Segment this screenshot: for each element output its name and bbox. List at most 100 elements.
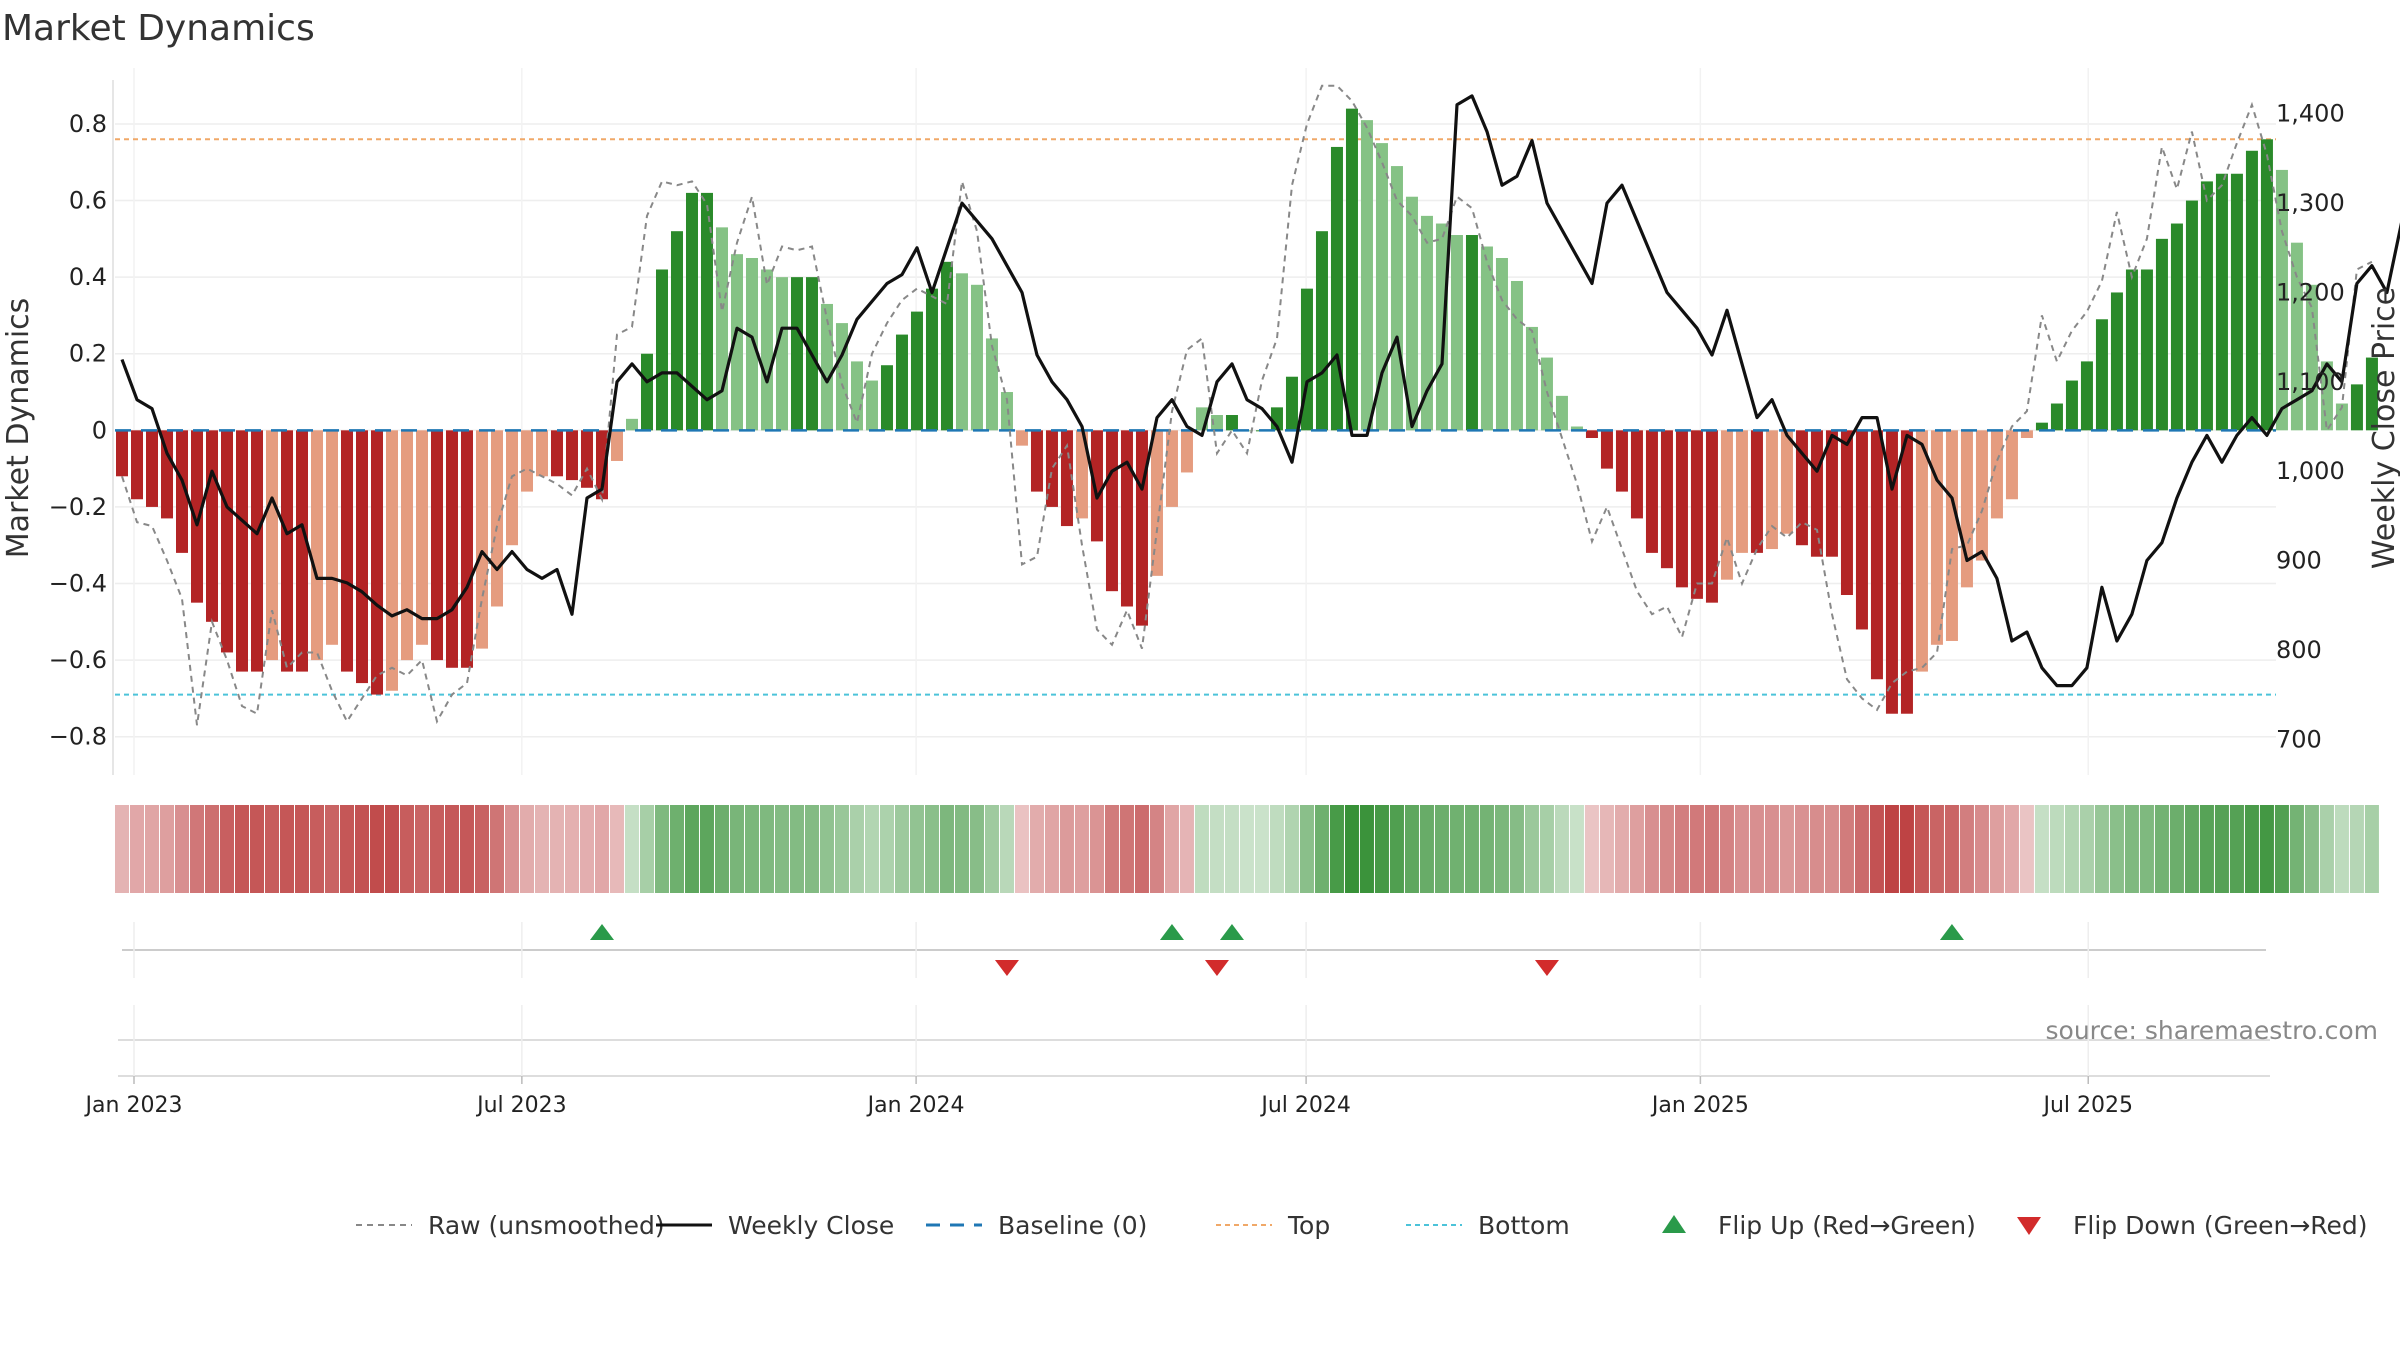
dynamics-bar bbox=[1030, 430, 1043, 492]
dynamics-bar bbox=[1900, 430, 1913, 714]
triangle-down-icon bbox=[2017, 1217, 2041, 1235]
regime-cell bbox=[969, 805, 984, 893]
dynamics-bar bbox=[1075, 430, 1088, 519]
regime-cell bbox=[699, 805, 714, 893]
regime-cell bbox=[849, 805, 864, 893]
regime-cell bbox=[2124, 805, 2139, 893]
regime-cell bbox=[414, 805, 429, 893]
dynamics-bar bbox=[985, 338, 998, 431]
flip-up-marker bbox=[1219, 924, 1244, 940]
regime-cell bbox=[1764, 805, 1779, 893]
dynamics-bar bbox=[910, 311, 923, 431]
regime-cell bbox=[2319, 805, 2334, 893]
flip-down-marker bbox=[994, 960, 1019, 976]
regime-cell bbox=[984, 805, 999, 893]
right-axis: 700 800 900 1,000 1,100 1,200 1,300 1,400 bbox=[2276, 100, 2345, 754]
dynamics-bar bbox=[1795, 430, 1808, 546]
regime-cell bbox=[1944, 805, 1959, 893]
regime-cell bbox=[1524, 805, 1539, 893]
regime-cell bbox=[1824, 805, 1839, 893]
regime-cell bbox=[879, 805, 894, 893]
regime-cell bbox=[2094, 805, 2109, 893]
dynamics-bar bbox=[1930, 430, 1943, 645]
regime-cell bbox=[1029, 805, 1044, 893]
regime-cell bbox=[894, 805, 909, 893]
dynamics-bar bbox=[2110, 292, 2123, 431]
dynamics-bar bbox=[145, 430, 158, 507]
dynamics-bar bbox=[895, 334, 908, 431]
left-tick-label: −0.2 bbox=[49, 493, 107, 521]
dynamics-bar bbox=[1945, 430, 1958, 641]
dynamics-bar bbox=[1330, 146, 1343, 431]
legend-label: Flip Down (Green→Red) bbox=[2073, 1211, 2368, 1240]
regime-cell bbox=[2139, 805, 2154, 893]
dynamics-bar bbox=[385, 430, 398, 691]
regime-cell bbox=[354, 805, 369, 893]
regime-cell bbox=[834, 805, 849, 893]
dynamics-bar bbox=[655, 269, 668, 431]
dynamics-bar bbox=[1150, 430, 1163, 576]
right-tick-label: 800 bbox=[2276, 636, 2322, 664]
dynamics-bar bbox=[565, 430, 578, 481]
chart-title: Market Dynamics bbox=[2, 8, 315, 49]
dynamics-bar bbox=[175, 430, 188, 553]
regime-cell bbox=[1974, 805, 1989, 893]
regime-cell bbox=[1689, 805, 1704, 893]
dynamics-bar bbox=[940, 261, 953, 431]
regime-cell bbox=[744, 805, 759, 893]
regime-cell bbox=[294, 805, 309, 893]
regime-cell bbox=[219, 805, 234, 893]
legend-item: Baseline (0) bbox=[926, 1211, 1147, 1240]
dynamics-bar bbox=[2050, 403, 2063, 431]
reference-lines bbox=[115, 138, 2276, 696]
left-tick-label: 0 bbox=[92, 416, 107, 444]
regime-cell bbox=[1884, 805, 1899, 893]
regime-cell bbox=[549, 805, 564, 893]
dynamics-bar bbox=[490, 430, 503, 607]
flip-up-marker bbox=[1159, 924, 1184, 940]
x-tick-label: Jan 2023 bbox=[84, 1093, 183, 1118]
regime-cell bbox=[1794, 805, 1809, 893]
regime-cell bbox=[1989, 805, 2004, 893]
regime-cell bbox=[1929, 805, 1944, 893]
regime-cell bbox=[2349, 805, 2364, 893]
dynamics-bar bbox=[2230, 173, 2243, 431]
left-axis-title: Market Dynamics bbox=[1, 298, 36, 559]
legend-item: Top bbox=[1216, 1211, 1330, 1240]
regime-cell bbox=[1254, 805, 1269, 893]
right-tick-label: 900 bbox=[2276, 547, 2322, 575]
regime-cell bbox=[144, 805, 159, 893]
left-tick-label: −0.4 bbox=[49, 570, 107, 598]
dynamics-bar bbox=[610, 430, 623, 461]
dynamics-bar bbox=[1735, 430, 1748, 553]
regime-cell bbox=[669, 805, 684, 893]
regime-cell bbox=[1179, 805, 1194, 893]
regime-cell bbox=[1104, 805, 1119, 893]
regime-cell bbox=[279, 805, 294, 893]
regime-cell bbox=[609, 805, 624, 893]
dynamics-bar bbox=[265, 430, 278, 661]
dynamics-bar bbox=[520, 430, 533, 492]
dynamics-bar bbox=[745, 257, 758, 431]
dynamics-bar bbox=[670, 231, 683, 431]
dynamics-bar bbox=[160, 430, 173, 519]
dynamics-bar bbox=[1270, 407, 1283, 431]
weekly-close-line bbox=[120, 94, 2400, 688]
left-tick-label: 0.6 bbox=[69, 187, 107, 215]
regime-cell bbox=[324, 805, 339, 893]
dynamics-bar bbox=[1510, 280, 1523, 431]
dynamics-bar bbox=[295, 430, 308, 672]
dynamics-bar bbox=[340, 430, 353, 672]
dynamics-bar bbox=[550, 430, 563, 477]
dynamics-bar bbox=[1660, 430, 1673, 569]
flip-panel bbox=[122, 922, 2266, 978]
dynamics-bar bbox=[370, 430, 383, 695]
regime-cell bbox=[654, 805, 669, 893]
legend-item: Flip Down (Green→Red) bbox=[2017, 1211, 2368, 1240]
regime-cell bbox=[1554, 805, 1569, 893]
dynamics-bar bbox=[2005, 430, 2018, 500]
regime-cell bbox=[384, 805, 399, 893]
dynamics-bar bbox=[355, 430, 368, 684]
regime-cell bbox=[1119, 805, 1134, 893]
regime-cell bbox=[804, 805, 819, 893]
